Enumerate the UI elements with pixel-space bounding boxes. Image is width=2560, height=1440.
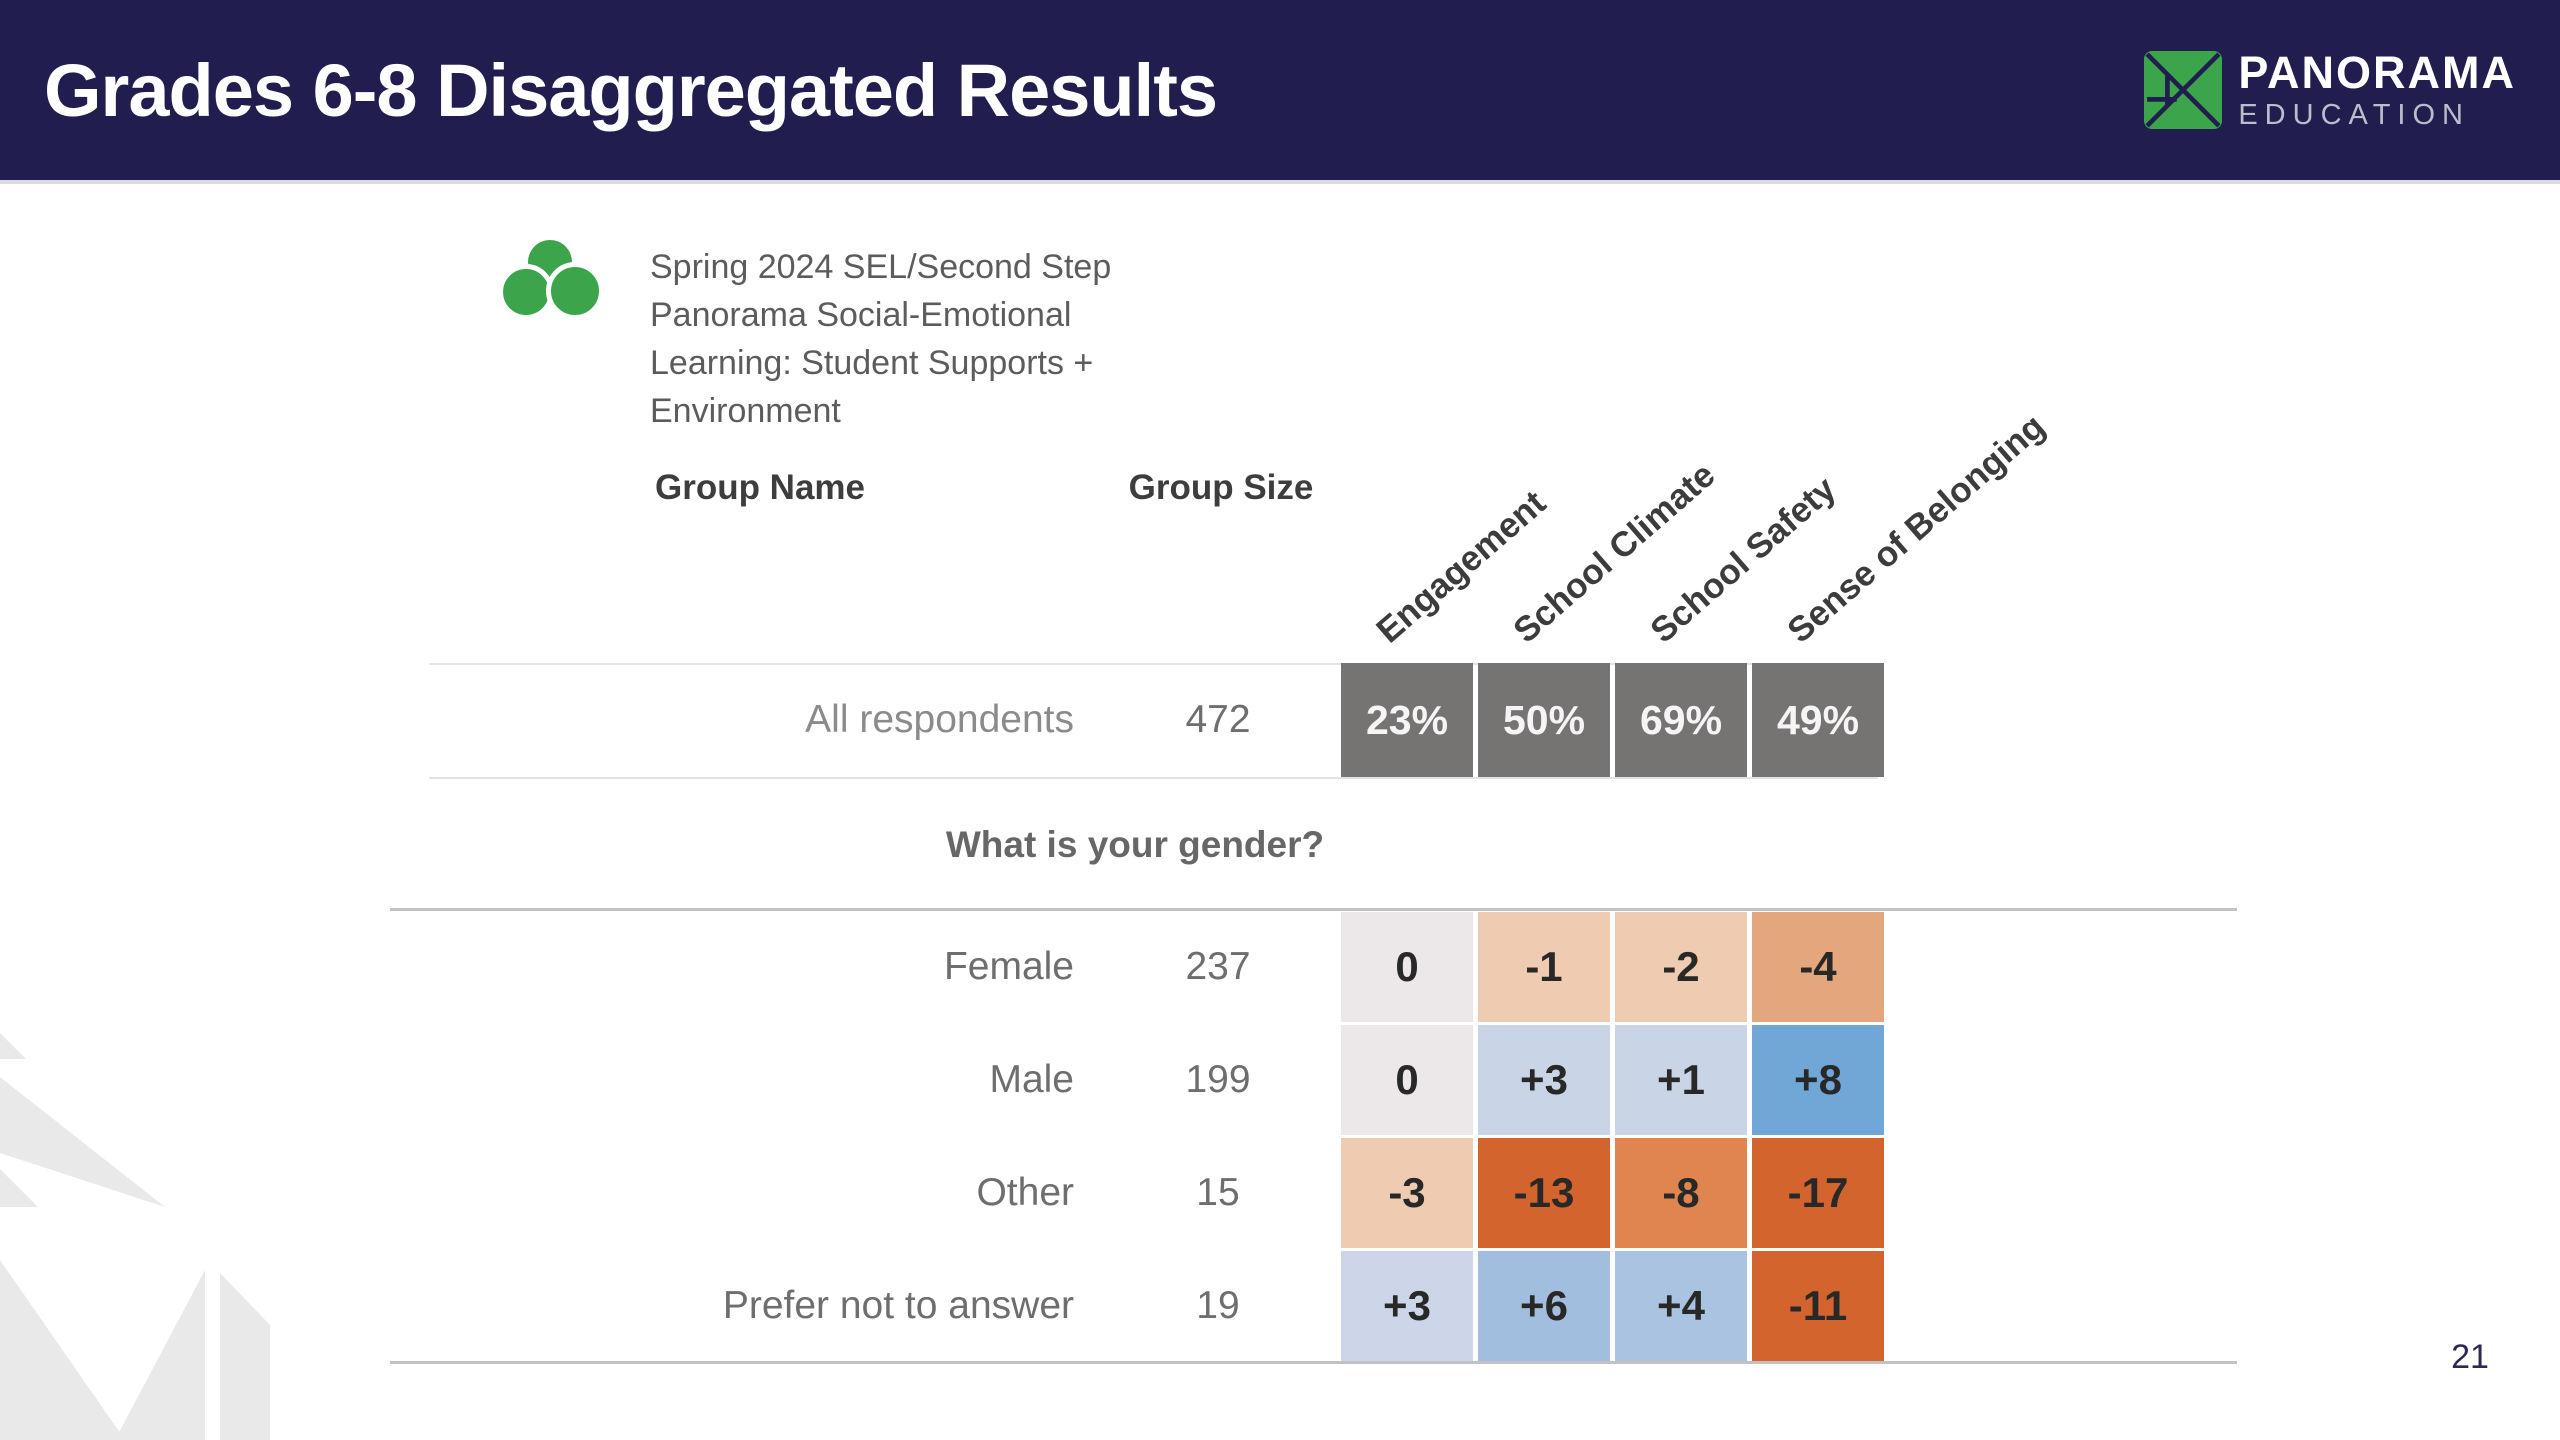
matrix-cell-male-school-climate: +3	[1478, 1025, 1610, 1135]
all-respondents-size: 472	[1185, 698, 1251, 741]
panorama-logo-icon	[2144, 51, 2223, 129]
logo-text: PANORAMA EDUCATION	[2238, 50, 2516, 130]
summary-cell-engagement: 23%	[1341, 663, 1473, 777]
heatmap-matrix: 0 -1 -2 -4 0 +3 +1 +8 -3 -13 -8 -17 +3 +…	[1341, 912, 1884, 1361]
circle-icon	[546, 262, 604, 320]
summary-cell-school-climate: 50%	[1478, 663, 1610, 777]
panorama-logo: PANORAMA EDUCATION	[2144, 50, 2516, 130]
matrix-cell-prefer-school-climate: +6	[1478, 1251, 1610, 1361]
row-size-male: 199	[1185, 1058, 1251, 1101]
matrix-cell-female-school-climate: -1	[1478, 912, 1610, 1022]
page-number: 21	[2451, 1338, 2489, 1376]
survey-title: Spring 2024 SEL/Second Step Panorama Soc…	[650, 248, 1112, 430]
group-name-header: Group Name	[654, 468, 866, 507]
summary-cell-school-safety: 69%	[1615, 663, 1747, 777]
matrix-cell-female-school-safety: -2	[1615, 912, 1747, 1022]
gender-section-bottom-rule	[390, 1361, 2237, 1364]
matrix-cell-other-sense-of-belonging: -17	[1752, 1138, 1884, 1248]
logo-brand-label: PANORAMA	[2238, 47, 2516, 98]
header-bar: Grades 6-8 Disaggregated Results PANORAM…	[0, 0, 2560, 180]
matrix-cell-other-school-safety: -8	[1615, 1138, 1747, 1248]
matrix-cell-male-sense-of-belonging: +8	[1752, 1025, 1884, 1135]
summary-cell-sense-of-belonging: 49%	[1752, 663, 1884, 777]
header-divider	[0, 180, 2560, 184]
row-size-prefer-not-to-answer: 19	[1196, 1284, 1240, 1327]
column-header-sense-of-belonging: Sense of Belonging	[1780, 406, 2053, 651]
matrix-cell-prefer-school-safety: +4	[1615, 1251, 1747, 1361]
logo-sub-label: EDUCATION	[2238, 99, 2470, 131]
row-size-other: 15	[1196, 1171, 1240, 1214]
all-respondents-bottom-rule	[429, 777, 1878, 779]
row-label-other: Other	[976, 1171, 1074, 1214]
matrix-cell-female-sense-of-belonging: -4	[1752, 912, 1884, 1022]
survey-topic-icon	[498, 240, 610, 324]
group-size-header: Group Size	[1128, 468, 1314, 507]
all-respondents-top-rule	[429, 663, 1878, 665]
all-respondents-label: All respondents	[805, 698, 1074, 741]
row-label-female: Female	[943, 945, 1074, 988]
matrix-cell-other-school-climate: -13	[1478, 1138, 1610, 1248]
row-label-male: Male	[989, 1058, 1074, 1101]
summary-percent-row: 23% 50% 69% 49%	[1341, 663, 1884, 777]
matrix-cell-prefer-sense-of-belonging: -11	[1752, 1251, 1884, 1361]
matrix-cell-female-engagement: 0	[1341, 912, 1473, 1022]
page-title: Grades 6-8 Disaggregated Results	[44, 48, 1218, 132]
matrix-cell-male-school-safety: +1	[1615, 1025, 1747, 1135]
row-size-female: 237	[1185, 945, 1251, 988]
matrix-cell-other-engagement: -3	[1341, 1138, 1473, 1248]
gender-section-top-rule	[390, 908, 2237, 911]
matrix-cell-prefer-engagement: +3	[1341, 1251, 1473, 1361]
gender-section-header: What is your gender?	[945, 824, 1325, 865]
matrix-cell-male-engagement: 0	[1341, 1025, 1473, 1135]
corner-triangles-decoration	[0, 1033, 270, 1440]
row-label-prefer-not-to-answer: Prefer not to answer	[722, 1284, 1074, 1327]
